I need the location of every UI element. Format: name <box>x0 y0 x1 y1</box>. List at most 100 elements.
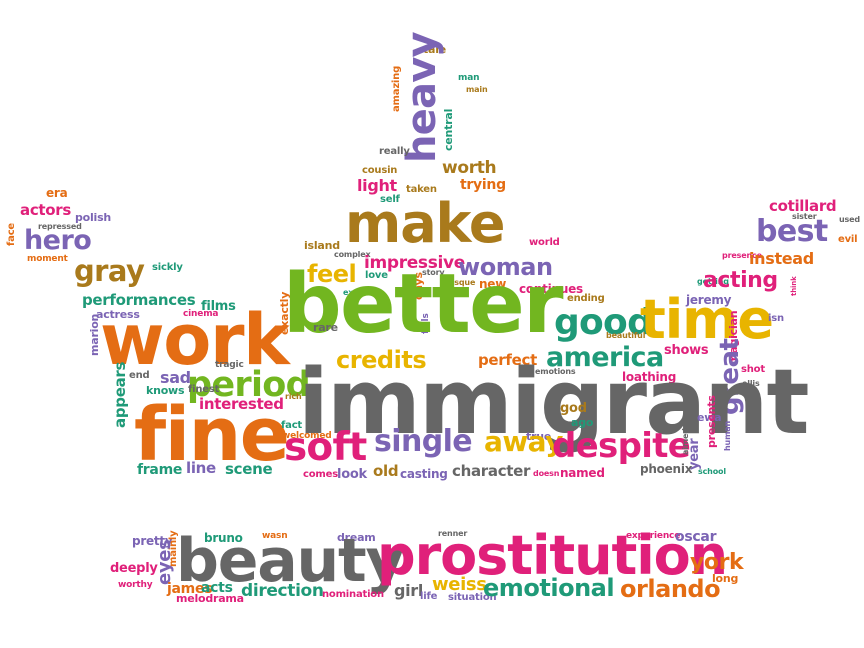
word: feel <box>307 260 357 288</box>
word: worth <box>442 158 497 178</box>
word: ewa <box>697 411 722 424</box>
word: phoenix <box>640 462 693 476</box>
word: end <box>129 370 150 381</box>
word: actress <box>96 308 140 321</box>
word: perfect <box>478 351 537 369</box>
word: long <box>712 572 739 585</box>
word: named <box>560 466 605 480</box>
word: moment <box>27 254 68 264</box>
word: beautiful <box>606 331 646 340</box>
word: excellent <box>343 288 383 297</box>
word: comes <box>303 469 338 480</box>
word: america <box>546 342 664 373</box>
word: ago <box>571 416 594 429</box>
word: performances <box>82 291 196 309</box>
word: trying <box>460 177 506 193</box>
word: think <box>790 276 798 296</box>
word: emotions <box>535 367 576 376</box>
word: god <box>560 401 587 416</box>
word: ending <box>567 293 605 304</box>
word: gray <box>74 254 145 288</box>
word: life <box>420 591 438 602</box>
word: welcomed <box>282 431 332 441</box>
word: sad <box>160 368 191 387</box>
word: evil <box>838 234 858 245</box>
word: island <box>304 239 340 252</box>
word: instead <box>749 249 814 268</box>
word: single <box>374 424 473 459</box>
word: continues <box>519 282 583 296</box>
word: isn <box>768 313 784 324</box>
word: human <box>723 420 732 451</box>
word: shot <box>741 364 765 375</box>
word: main <box>466 85 488 94</box>
word: character <box>452 462 531 480</box>
word: man <box>458 73 480 83</box>
word: ellis <box>742 379 760 388</box>
word: james <box>167 581 213 597</box>
word: used <box>839 215 860 224</box>
word: melodrama <box>176 592 244 605</box>
word: taken <box>406 184 437 195</box>
word: orlando <box>620 575 721 603</box>
word: face <box>6 222 17 246</box>
word: good <box>554 302 653 343</box>
word: loathing <box>622 370 677 384</box>
word: finest <box>188 384 220 395</box>
word: make <box>345 192 506 255</box>
word: worthy <box>118 580 153 590</box>
word: sister <box>792 212 817 221</box>
word: shows <box>664 343 709 358</box>
word: films <box>201 299 236 314</box>
word: cinema <box>183 309 219 319</box>
word: sickly <box>152 262 183 273</box>
word: love <box>365 270 388 281</box>
word: york <box>690 550 744 575</box>
word: period <box>187 365 311 405</box>
word: marion <box>88 313 101 356</box>
word: fine <box>134 392 290 478</box>
word: era <box>46 186 68 200</box>
word: frame <box>137 462 183 478</box>
word: true <box>526 430 552 443</box>
word: rich <box>285 392 302 401</box>
word: emotional <box>483 574 615 602</box>
word: immigrant <box>298 350 810 455</box>
word: polish <box>75 211 112 224</box>
word: esque <box>449 278 476 287</box>
word: jeremy <box>686 293 732 307</box>
word: cousin <box>362 165 398 176</box>
word: credits <box>336 346 427 374</box>
word: hero <box>24 225 92 256</box>
word: presents <box>705 395 718 448</box>
word: fact <box>281 420 303 431</box>
word: rare <box>313 321 338 334</box>
word: appears <box>111 361 129 428</box>
word: deeply <box>110 561 158 576</box>
word: look <box>337 467 367 482</box>
word: complex <box>334 250 371 259</box>
word: soft <box>284 425 367 470</box>
word: really <box>379 146 410 157</box>
word: pretty <box>132 534 173 548</box>
word: story <box>422 268 445 277</box>
word: better <box>283 257 564 352</box>
word: line <box>186 459 216 477</box>
word: work <box>100 299 290 381</box>
word: heavy <box>399 32 445 163</box>
word: world <box>529 237 560 248</box>
word: light <box>357 176 397 195</box>
word: presence <box>722 251 762 260</box>
word: weiss <box>432 574 487 595</box>
word: time <box>640 288 774 351</box>
word: away <box>484 425 563 458</box>
word: experience <box>626 531 681 541</box>
word: self <box>380 194 400 205</box>
word: girl <box>394 581 424 600</box>
word: bruno <box>204 531 243 545</box>
word: acting <box>703 268 778 293</box>
word: prostitution <box>377 524 728 587</box>
word: beauty <box>176 526 405 596</box>
word: situation <box>448 592 497 603</box>
